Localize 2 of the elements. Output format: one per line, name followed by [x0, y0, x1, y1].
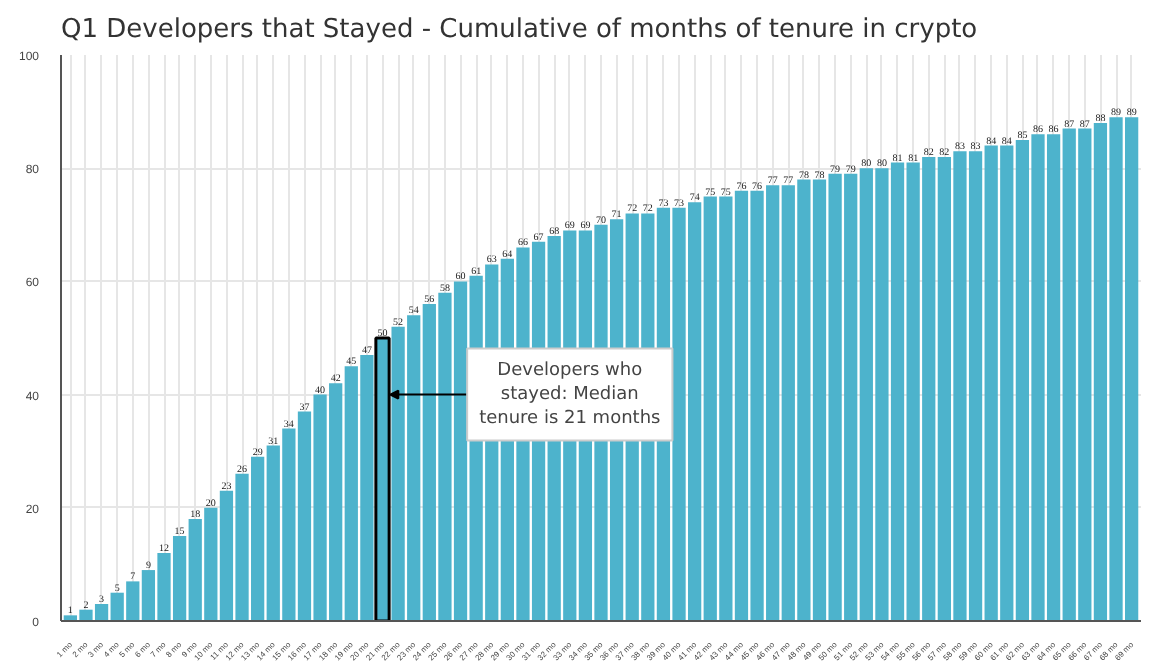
chart-title: Q1 Developers that Stayed - Cumulative of months of tenure in crypto	[61, 15, 978, 45]
annotation: Developers who stayed: Median tenure is 21 months	[479, 360, 662, 429]
